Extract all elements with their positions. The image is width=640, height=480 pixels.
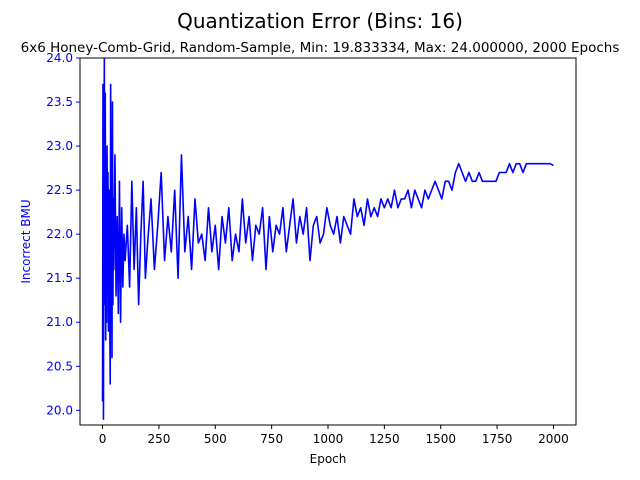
y-axis-label: Incorrect BMU bbox=[19, 199, 33, 283]
plot-frame bbox=[79, 57, 577, 426]
y-tick-label: 20.5 bbox=[46, 359, 73, 373]
x-tick-label: 2000 bbox=[538, 432, 569, 446]
y-tick-label: 21.0 bbox=[46, 315, 73, 329]
y-tick-label: 21.5 bbox=[46, 271, 73, 285]
x-tick-label: 500 bbox=[204, 432, 227, 446]
y-axis-ticks: 20.0 20.5 21.0 21.5 22.0 22.5 23.0 23.5 24.0 bbox=[46, 51, 80, 417]
y-tick-label: 24.0 bbox=[46, 51, 73, 65]
chart-subtitle: 6x6 Honey-Comb-Grid, Random-Sample, Min:… bbox=[21, 40, 620, 56]
y-tick-label: 20.0 bbox=[46, 403, 73, 417]
x-tick-label: 1500 bbox=[425, 432, 456, 446]
x-tick-label: 1000 bbox=[313, 432, 344, 446]
plot-area bbox=[101, 58, 554, 420]
x-tick-label: 750 bbox=[260, 432, 283, 446]
x-axis-label: Epoch bbox=[310, 452, 347, 466]
y-tick-label: 22.5 bbox=[46, 183, 73, 197]
x-tick-label: 0 bbox=[99, 432, 107, 446]
x-tick-label: 250 bbox=[147, 432, 170, 446]
x-tick-label: 1750 bbox=[482, 432, 513, 446]
y-tick-label: 23.5 bbox=[46, 95, 73, 109]
chart-title: Quantization Error (Bins: 16) bbox=[177, 9, 463, 33]
series-line-incorrect-bmu bbox=[101, 58, 554, 420]
y-tick-label: 23.0 bbox=[46, 139, 73, 153]
x-axis-ticks: 0 250 500 750 1000 1250 1500 1750 2000 bbox=[99, 425, 569, 446]
y-tick-label: 22.0 bbox=[46, 227, 73, 241]
x-tick-label: 1250 bbox=[369, 432, 400, 446]
